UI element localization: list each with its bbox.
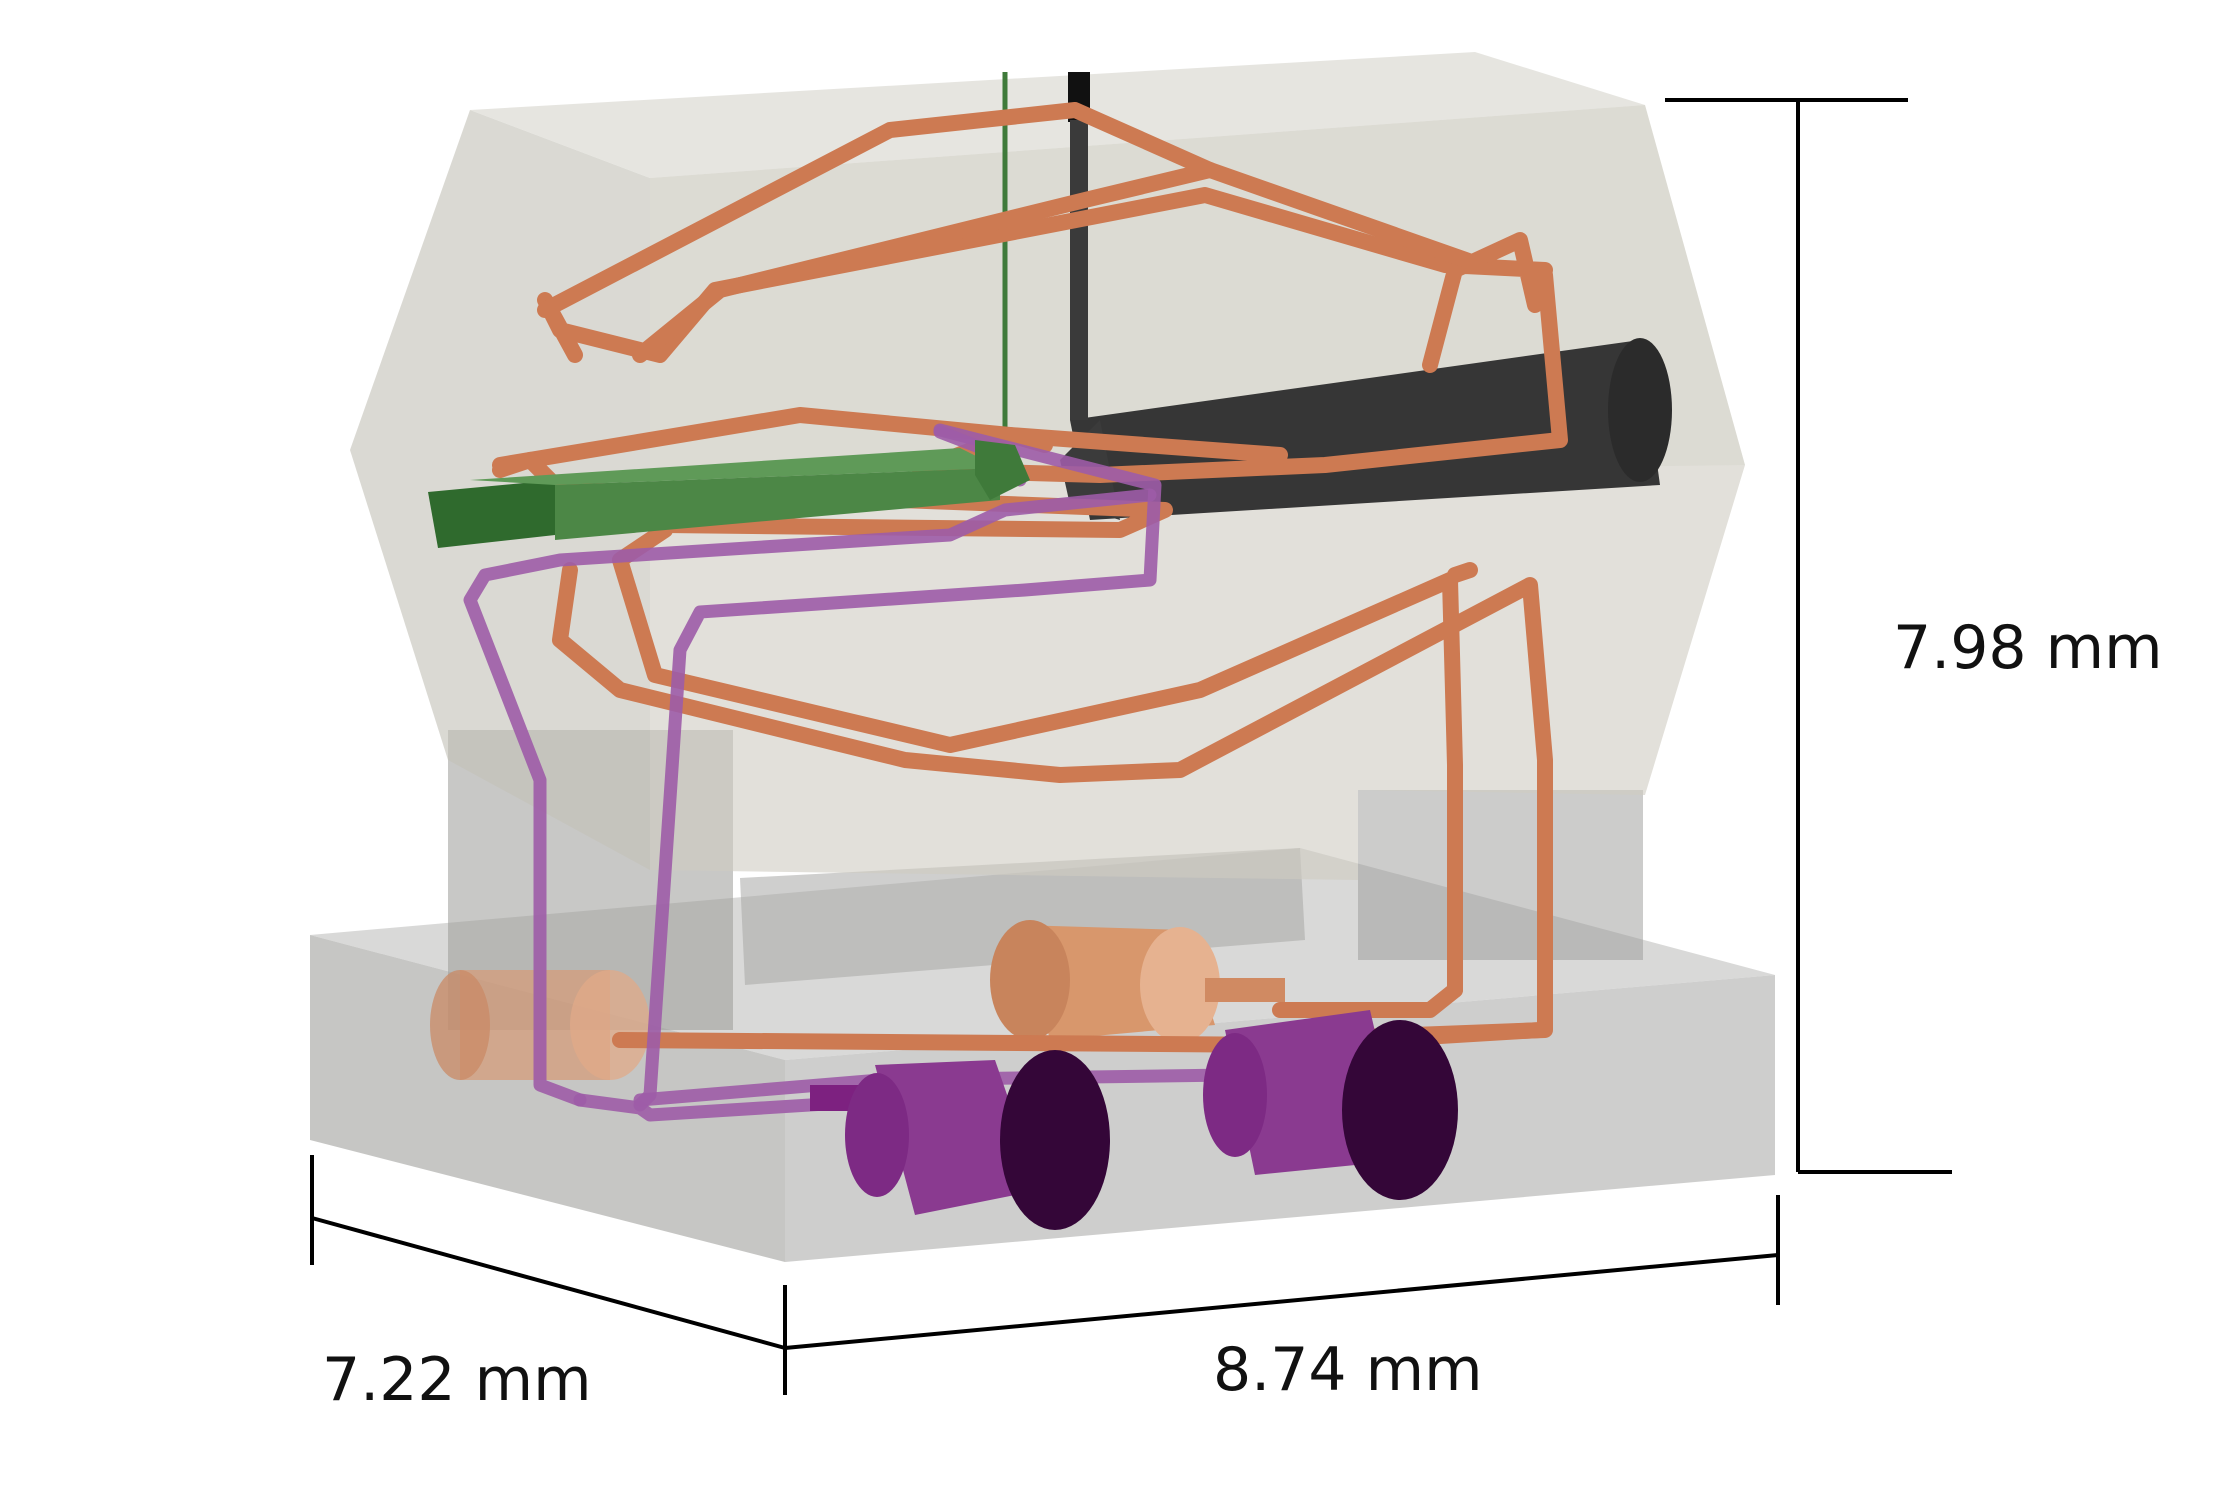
height-dimension-label: 7.98 mm xyxy=(1893,613,2163,683)
dimension-depth xyxy=(310,1155,787,1395)
dimension-width xyxy=(784,1195,1780,1350)
width-dimension-label: 8.74 mm xyxy=(1213,1335,1483,1405)
black-pin xyxy=(1068,72,1090,420)
purple-connector-left xyxy=(810,1050,1110,1230)
purple-connector-right xyxy=(1203,1010,1458,1200)
base-left-face xyxy=(310,935,785,1262)
pillar-right xyxy=(1358,790,1643,960)
copper-cylinder-right xyxy=(990,920,1285,1043)
dimension-height xyxy=(1665,98,1952,1174)
depth-dimension-label: 7.22 mm xyxy=(322,1345,592,1415)
green-rod xyxy=(428,440,1030,548)
